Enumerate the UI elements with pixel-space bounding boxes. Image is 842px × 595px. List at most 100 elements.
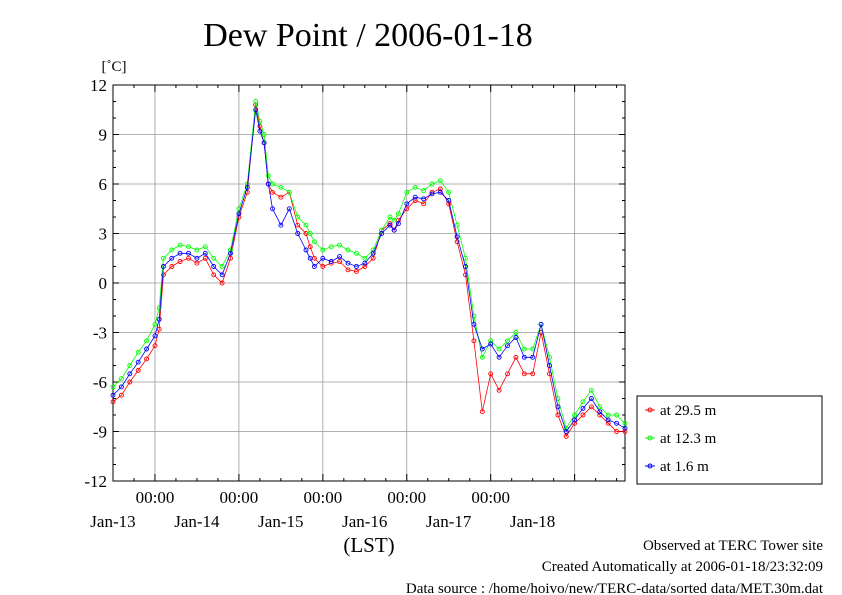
data-point — [429, 191, 435, 197]
data-point — [127, 363, 133, 368]
series-1 — [110, 99, 628, 431]
x-tick-label-date: Jan-14 — [174, 512, 220, 531]
data-point — [391, 227, 397, 233]
data-point — [614, 429, 620, 434]
data-point — [118, 384, 124, 390]
data-point — [555, 404, 561, 410]
data-point — [110, 399, 116, 405]
series-line — [112, 101, 626, 430]
data-point — [412, 198, 418, 203]
data-point — [135, 367, 141, 373]
y-tick-label: -3 — [93, 324, 107, 343]
data-point — [421, 201, 427, 207]
data-point — [202, 250, 208, 256]
data-point — [236, 211, 242, 217]
data-point — [597, 412, 603, 418]
data-point — [110, 384, 116, 390]
data-point — [622, 429, 628, 434]
data-point — [513, 354, 519, 360]
data-point — [328, 259, 334, 264]
data-point — [370, 250, 376, 256]
data-point — [580, 412, 586, 418]
data-point — [513, 330, 519, 335]
series-0 — [110, 102, 628, 439]
legend-label: at 29.5 m — [660, 403, 717, 419]
data-point — [496, 346, 502, 352]
data-point — [253, 99, 259, 104]
data-point — [160, 272, 166, 278]
x-tick-label-time: 00:00 — [220, 488, 259, 507]
data-point — [588, 387, 594, 393]
data-point — [479, 354, 485, 360]
data-point — [270, 189, 275, 195]
data-point — [156, 316, 162, 322]
grid-lines — [113, 85, 625, 481]
data-point — [177, 242, 183, 248]
data-point — [505, 343, 510, 349]
data-point — [496, 354, 502, 360]
data-point — [265, 173, 271, 179]
data-point — [244, 184, 250, 190]
y-tick-label: -12 — [84, 472, 107, 491]
data-point — [471, 338, 477, 344]
data-point — [395, 221, 401, 227]
data-point — [614, 420, 620, 426]
data-point — [622, 420, 628, 426]
data-point — [412, 194, 418, 200]
data-point — [307, 255, 313, 261]
data-point — [505, 371, 510, 377]
site-note: Observed at TERC Tower site — [643, 538, 823, 554]
data-point — [211, 255, 217, 261]
y-axis: -12 -9 -6 -3 0 3 6 9 12 — [84, 76, 625, 491]
data-point — [404, 201, 410, 207]
legend: at 29.5 m at 12.3 m at 1.6 m — [636, 395, 823, 485]
data-point — [177, 259, 183, 264]
data-point — [337, 242, 343, 248]
x-tick-label-date: Jan-13 — [90, 512, 135, 531]
data-point — [412, 184, 418, 190]
y-axis-unit: [˚C] — [102, 59, 127, 75]
data-point — [160, 255, 166, 261]
data-point — [152, 343, 158, 349]
data-point — [521, 371, 527, 377]
data-point — [270, 206, 275, 212]
y-tick-label: 9 — [99, 126, 108, 145]
data-point — [286, 189, 292, 195]
data-point — [320, 264, 326, 269]
data-point — [228, 250, 233, 256]
series-2 — [110, 107, 628, 434]
data-point — [152, 321, 158, 327]
data-point — [295, 222, 301, 228]
legend-marker — [647, 407, 653, 413]
y-tick-label: 3 — [99, 225, 108, 244]
data-point — [488, 341, 494, 347]
data-point — [572, 417, 578, 423]
series-layer — [110, 99, 628, 439]
data-point — [186, 250, 191, 256]
data-point — [202, 255, 208, 261]
data-point — [261, 132, 267, 137]
data-point — [144, 338, 150, 344]
data-point — [156, 305, 162, 311]
data-point — [370, 247, 376, 253]
data-point — [471, 313, 477, 319]
data-point — [437, 186, 443, 192]
data-point — [547, 363, 552, 368]
x-axis: 00:00Jan-1300:00Jan-1400:00Jan-1500:00Ja… — [90, 85, 618, 531]
data-point — [353, 250, 359, 256]
data-point — [211, 272, 217, 278]
data-point — [303, 222, 309, 228]
data-point — [169, 255, 175, 261]
data-point — [186, 244, 191, 250]
data-point — [513, 335, 519, 340]
y-tick-label: 6 — [99, 175, 108, 194]
data-point — [429, 181, 435, 187]
x-tick-label-date: Jan-16 — [342, 512, 387, 531]
data-point — [605, 412, 611, 418]
data-point — [454, 239, 460, 245]
data-point — [286, 206, 292, 212]
data-point — [395, 211, 401, 217]
legend-marker — [647, 435, 653, 441]
data-point — [588, 404, 594, 410]
data-point — [307, 244, 313, 250]
